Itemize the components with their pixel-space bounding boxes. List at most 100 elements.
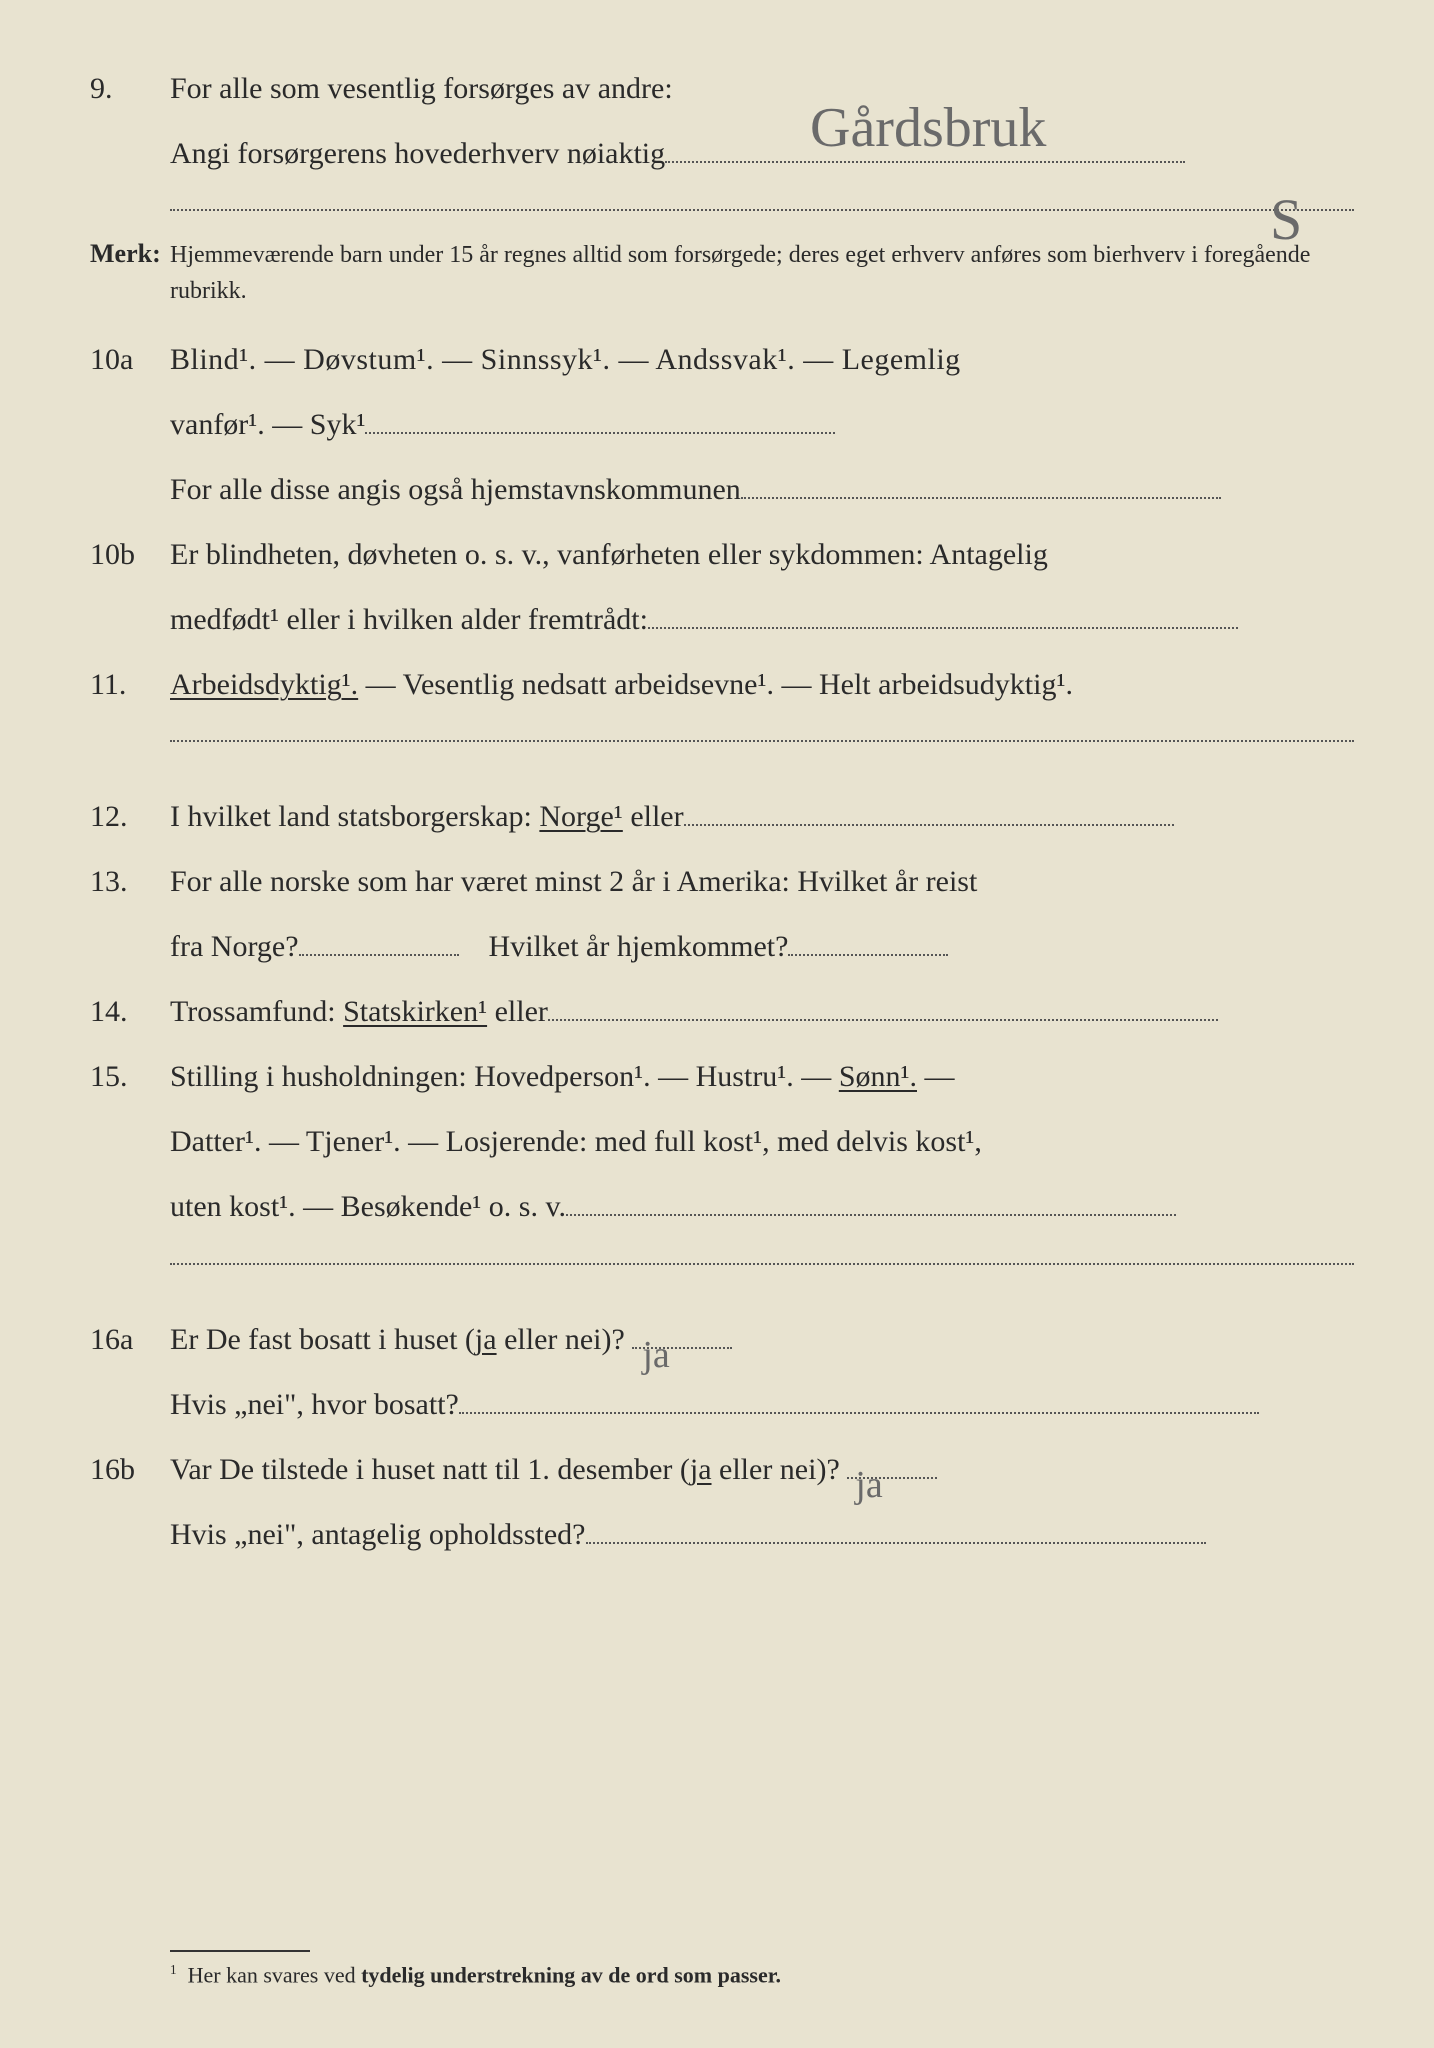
q10b-prefix: medfødt¹ eller i hvilken alder fremtrådt… (170, 603, 648, 636)
q16a-handwriting: ja (642, 1319, 669, 1391)
q11-number: 11. (90, 656, 170, 713)
q12-blank (684, 824, 1174, 826)
q10a-options2: vanfør¹. — Syk¹ (170, 396, 1354, 453)
q13-line1: 13. For alle norske som har været minst … (90, 853, 1354, 910)
q9-handwriting: Gårdsbruk (810, 75, 1046, 181)
q10a-options: Blind¹. — Døvstum¹. — Sinnssyk¹. — Andss… (170, 331, 1354, 388)
q16a-line2: Hvis „nei", hvor bosatt? (90, 1376, 1354, 1433)
q12-suffix: eller (623, 800, 684, 833)
footnote-a: Her kan svares ved (188, 1962, 362, 1987)
q9-prefix: Angi forsørgerens hovederhverv nøiaktig (170, 137, 665, 170)
q16b-handwriting: ja (855, 1449, 882, 1521)
q15-text3: uten kost¹. — Besøkende¹ o. s. v. (170, 1178, 1354, 1235)
merk-row: Merk: Hjemmeværende barn under 15 år reg… (90, 229, 1354, 309)
q13-blank1 (299, 954, 459, 956)
q12-opt: Norge¹ (539, 800, 622, 833)
q12-prefix: I hvilket land statsborgerskap: (170, 800, 539, 833)
footnote-marker: 1 (170, 1962, 177, 1977)
q10b-line1: 10b Er blindheten, døvheten o. s. v., va… (90, 526, 1354, 583)
q16b-blank: ja (847, 1477, 937, 1479)
q14-number: 14. (90, 983, 170, 1040)
q11-text: Arbeidsdyktig¹. — Vesentlig nedsatt arbe… (170, 656, 1354, 713)
q15-line2: Datter¹. — Tjener¹. — Losjerende: med fu… (90, 1113, 1354, 1170)
q16a-blank2 (459, 1412, 1259, 1414)
q16a-text2: Hvis „nei", hvor bosatt? (170, 1376, 1354, 1433)
q16a-prefix: Er De fast bosatt i huset ( (170, 1323, 475, 1356)
q10a-prefix3: For alle disse angis også hjemstavnskomm… (170, 473, 741, 506)
q9-text2: Angi forsørgerens hovederhverv nøiaktig (170, 125, 1354, 182)
footnote-rule (170, 1950, 310, 1952)
q13-text2: fra Norge? Hvilket år hjemkommet? (170, 918, 1354, 975)
q13-a: fra Norge? (170, 930, 299, 963)
footnote-b: tydelig understrekning av de ord som pas… (361, 1962, 781, 1987)
q15-sonn: Sønn¹. (839, 1060, 917, 1093)
q9-handwriting-s: S (1270, 165, 1302, 275)
q13-text1: For alle norske som har været minst 2 år… (170, 853, 1354, 910)
q16a-line1: 16a Er De fast bosatt i huset (ja eller … (90, 1311, 1354, 1368)
merk-text: Hjemmeværende barn under 15 år regnes al… (170, 237, 1354, 309)
q14-blank (548, 1019, 1218, 1021)
q15-number: 15. (90, 1048, 170, 1105)
q9-text1: For alle som vesentlig forsørges av andr… (170, 60, 1354, 117)
q15-text2: Datter¹. — Tjener¹. — Losjerende: med fu… (170, 1113, 1354, 1170)
q15-blank-line (170, 1243, 1354, 1264)
q11-rest: — Vesentlig nedsatt arbeidsevne¹. — Helt… (358, 668, 1073, 701)
q16a-blank: ja (632, 1347, 732, 1349)
q15-prefix3: uten kost¹. — Besøkende¹ o. s. v. (170, 1190, 566, 1223)
q11-blank-line (170, 721, 1354, 742)
q13-number: 13. (90, 853, 170, 910)
q14-suffix: eller (487, 995, 548, 1028)
q14-prefix: Trossamfund: (170, 995, 343, 1028)
q16b-text2: Hvis „nei", antagelig opholdssted? (170, 1506, 1354, 1563)
q9-line2: Angi forsørgerens hovederhverv nøiaktig … (90, 125, 1354, 182)
q9-number: 9. (90, 60, 170, 117)
q10a-line2: vanfør¹. — Syk¹ (90, 396, 1354, 453)
q16a-suffix: eller nei)? (497, 1323, 633, 1356)
q16a-number: 16a (90, 1311, 170, 1368)
footnote-text: 1 Her kan svares ved tydelig understrekn… (170, 1962, 1354, 1988)
q10b-number: 10b (90, 526, 170, 583)
q12-line: 12. I hvilket land statsborgerskap: Norg… (90, 788, 1354, 845)
q16b-line1: 16b Var De tilstede i huset natt til 1. … (90, 1441, 1354, 1498)
q13-b: Hvilket år hjemkommet? (489, 930, 789, 963)
q10a-number: 10a (90, 331, 170, 388)
q10a-line1: 10a Blind¹. — Døvstum¹. — Sinnssyk¹. — A… (90, 331, 1354, 388)
q16a-ja: ja (475, 1323, 497, 1356)
merk-label: Merk: (90, 229, 170, 278)
q16b-ja: ja (690, 1453, 712, 1486)
q16b-blank2 (586, 1542, 1206, 1544)
q13-blank2 (788, 954, 948, 956)
q15-line3: uten kost¹. — Besøkende¹ o. s. v. (90, 1178, 1354, 1235)
q9-blank-line (170, 190, 1354, 211)
q15-line1: 15. Stilling i husholdningen: Hovedperso… (90, 1048, 1354, 1105)
q9-line1: 9. For alle som vesentlig forsørges av a… (90, 60, 1354, 117)
q11-line: 11. Arbeidsdyktig¹. — Vesentlig nedsatt … (90, 656, 1354, 713)
q16b-prefix: Var De tilstede i huset natt til 1. dese… (170, 1453, 690, 1486)
q10b-blank (648, 627, 1238, 629)
q16b-suffix: eller nei)? (712, 1453, 848, 1486)
q10a-blank1 (365, 432, 835, 434)
q14-opt: Statskirken¹ (343, 995, 487, 1028)
q16b-number: 16b (90, 1441, 170, 1498)
q10b-line2: medfødt¹ eller i hvilken alder fremtrådt… (90, 591, 1354, 648)
q16b-line2: Hvis „nei", antagelig opholdssted? (90, 1506, 1354, 1563)
q12-text: I hvilket land statsborgerskap: Norge¹ e… (170, 788, 1354, 845)
q14-text: Trossamfund: Statskirken¹ eller (170, 983, 1354, 1040)
footnote-area: 1 Her kan svares ved tydelig understrekn… (90, 1890, 1354, 1988)
census-form-page: 9. For alle som vesentlig forsørges av a… (0, 0, 1434, 2048)
q15-blank (566, 1214, 1176, 1216)
q16b-text: Var De tilstede i huset natt til 1. dese… (170, 1441, 1354, 1498)
q10b-text1: Er blindheten, døvheten o. s. v., vanfør… (170, 526, 1354, 583)
q16b-prefix2: Hvis „nei", antagelig opholdssted? (170, 1518, 586, 1551)
q16a-prefix2: Hvis „nei", hvor bosatt? (170, 1388, 459, 1421)
q11-opt1: Arbeidsdyktig¹. (170, 668, 358, 701)
q15-c: — (917, 1060, 955, 1093)
q10a-line3: For alle disse angis også hjemstavnskomm… (90, 461, 1354, 518)
q10a-blank2 (741, 497, 1221, 499)
q13-line2: fra Norge? Hvilket år hjemkommet? (90, 918, 1354, 975)
q10a-prefix2: vanfør¹. — Syk¹ (170, 408, 365, 441)
q10a-text3: For alle disse angis også hjemstavnskomm… (170, 461, 1354, 518)
q10b-text2: medfødt¹ eller i hvilken alder fremtrådt… (170, 591, 1354, 648)
q15-a: Stilling i husholdningen: Hovedperson¹. … (170, 1060, 839, 1093)
q12-number: 12. (90, 788, 170, 845)
